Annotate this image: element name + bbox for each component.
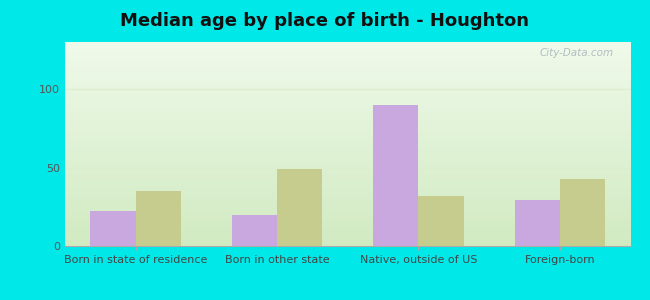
Text: City-Data.com: City-Data.com bbox=[540, 48, 614, 58]
Bar bbox=[90, 212, 136, 246]
Bar bbox=[136, 191, 181, 246]
Bar bbox=[277, 169, 322, 246]
Bar bbox=[232, 214, 277, 246]
Bar bbox=[515, 200, 560, 246]
Bar bbox=[373, 105, 419, 246]
Text: Median age by place of birth - Houghton: Median age by place of birth - Houghton bbox=[120, 12, 530, 30]
Bar bbox=[419, 196, 463, 246]
Bar bbox=[560, 178, 605, 246]
